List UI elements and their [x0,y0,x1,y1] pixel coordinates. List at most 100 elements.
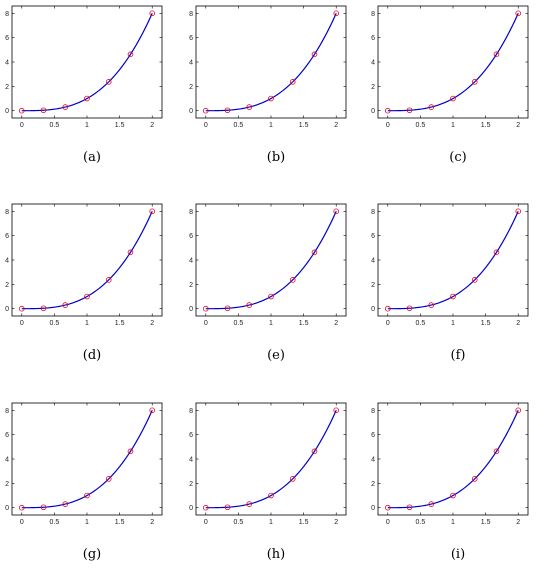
y-tick-label: 4 [371,60,375,67]
data-point [224,107,231,114]
caption-i: (i) [450,547,466,562]
y-tick-label: 8 [371,408,375,415]
data-point [384,305,391,312]
y-tick-label: 0 [5,505,9,512]
y-tick-label: 8 [189,11,193,18]
y-tick-label: 2 [5,481,9,488]
y-tick-label: 4 [5,457,9,464]
data-point [62,104,69,110]
x-tick-label: 0.5 [50,519,60,526]
series-curve [21,13,153,112]
data-point [471,476,478,482]
y-tick-label: 0 [5,306,9,313]
y-tick-label: 6 [371,35,375,42]
y-tick-label: 2 [371,282,375,289]
x-tick-label: 2 [334,519,338,526]
x-tick-label: 1 [269,320,273,327]
subplot-h: 0 0.5 1 1.5 2 0 2 4 6 8 (h) [184,397,368,587]
plot-f: 0 0.5 1 1.5 2 0 2 4 6 8 [371,203,529,327]
data-point [384,107,391,114]
data-point [224,504,231,511]
x-tick-label: 0.5 [416,320,426,327]
caption-f: (f) [450,348,466,363]
data-point [84,492,90,499]
data-point [149,10,156,17]
data-point [450,95,456,102]
data-point [428,501,435,507]
data-point [406,107,413,114]
y-tick-label: 4 [5,258,9,265]
data-point [289,476,296,482]
plot-i: 0 0.5 1 1.5 2 0 2 4 6 8 [371,402,529,526]
data-point [202,305,209,312]
x-tick-label: 2 [150,122,154,129]
data-point [40,305,47,312]
data-point [333,407,340,414]
data-point [246,104,253,110]
y-tick-label: 0 [371,108,375,115]
subplot-b: 0 0.5 1 1.5 2 0 2 4 6 8 (b) [184,0,368,190]
data-point [471,277,478,283]
data-point [18,107,25,114]
caption-e: (e) [267,348,285,363]
y-tick-label: 2 [189,481,193,488]
data-point [62,302,69,308]
data-point [127,51,134,58]
data-point [62,501,69,507]
y-tick-label: 6 [5,233,9,240]
x-tick-label: 1 [85,519,89,526]
y-tick-label: 0 [189,505,193,512]
series-curve [387,13,519,112]
x-tick-label: 2 [516,320,520,327]
caption-b: (b) [266,150,286,165]
subplot-d: 0 0.5 1 1.5 2 0 2 4 6 8 (d) [0,198,184,388]
y-tick-label: 2 [371,84,375,91]
data-point [493,249,500,256]
x-tick-label: 2 [334,122,338,129]
x-tick-label: 1.5 [299,519,309,526]
y-tick-label: 2 [189,84,193,91]
data-point [84,293,90,300]
data-point [493,51,500,58]
y-tick-label: 2 [5,84,9,91]
series-curve [205,211,337,310]
series-curve [205,13,337,112]
x-tick-label: 1.5 [481,519,491,526]
y-tick-label: 8 [189,408,193,415]
data-point [202,107,209,114]
x-tick-label: 2 [516,519,520,526]
data-point [515,208,522,215]
x-tick-label: 0 [204,320,208,327]
y-tick-label: 2 [5,282,9,289]
x-tick-label: 0.5 [50,320,60,327]
caption-d: (d) [82,348,102,363]
y-tick-label: 8 [371,11,375,18]
x-tick-label: 1.5 [481,122,491,129]
data-point [406,305,413,312]
caption-a: (a) [83,150,101,165]
y-tick-label: 4 [189,457,193,464]
y-tick-label: 0 [371,306,375,313]
data-point [428,104,435,110]
data-point [202,504,209,511]
data-point [224,305,231,312]
data-point [84,95,90,102]
data-point [333,208,340,215]
data-point [311,249,318,256]
data-point [428,302,435,308]
y-tick-label: 8 [371,209,375,216]
data-point [515,407,522,414]
x-tick-label: 1 [269,519,273,526]
data-point [450,293,456,300]
data-point [406,504,413,511]
y-tick-label: 6 [189,35,193,42]
data-point [268,95,274,102]
x-tick-label: 0 [204,519,208,526]
y-tick-label: 8 [5,209,9,216]
x-tick-label: 1.5 [299,320,309,327]
data-point [333,10,340,17]
y-tick-label: 2 [371,481,375,488]
y-tick-label: 2 [189,282,193,289]
subplot-a: 0 0.5 1 1.5 2 0 2 4 6 8 (a) [0,0,184,190]
caption-c: (c) [449,150,467,165]
